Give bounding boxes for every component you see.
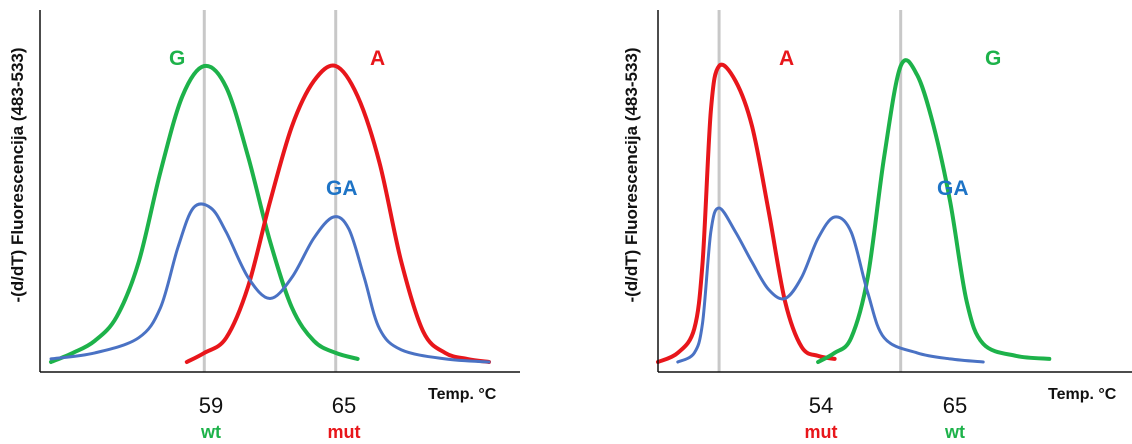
series-curve-ga [678,208,983,362]
chart-panel-right: -(d/dT) Fluorescencija (483-533) Temp. °… [566,0,1132,444]
allele-status-label: mut [791,422,851,443]
x-axis-label: Temp. °C [1048,386,1116,404]
curve-label-ga: GA [937,177,969,201]
series-curve-g [818,60,1049,362]
x-tick-label: 65 [314,393,374,419]
y-axis-label: -(d/dT) Fluorescencija (483-533) [8,10,32,340]
x-tick-label: 59 [181,393,241,419]
y-axis-label: -(d/dT) Fluorescencija (483-533) [622,10,646,340]
series-curve-a [187,66,489,362]
curve-label-a: A [779,47,794,71]
series-curve-a [658,65,835,362]
curve-label-ga: GA [326,177,358,201]
series-curve-ga [51,204,489,362]
allele-status-label: mut [314,422,374,443]
allele-status-label: wt [925,422,985,443]
x-tick-label: 65 [925,393,985,419]
chart-plot-right [566,0,1132,444]
x-axis-label: Temp. °C [428,386,496,404]
allele-status-label: wt [181,422,241,443]
chart-panel-left: -(d/dT) Fluorescencija (483-533) Temp. °… [0,0,566,444]
curve-label-g: G [169,47,185,71]
curve-label-a: A [370,47,385,71]
curve-label-g: G [985,47,1001,71]
x-tick-label: 54 [791,393,851,419]
chart-plot-left [0,0,566,444]
